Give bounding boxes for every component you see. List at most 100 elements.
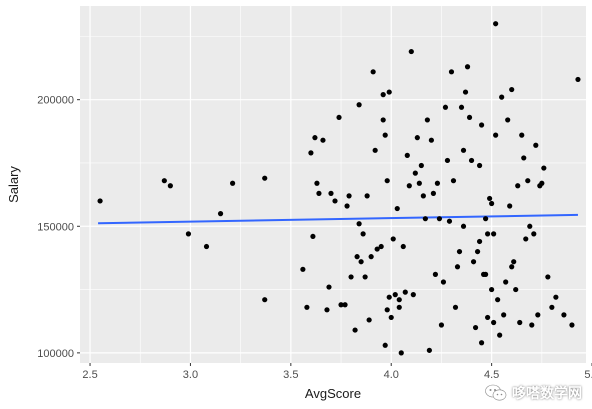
data-point [262,175,268,181]
data-point [308,150,314,156]
data-point [416,180,422,186]
data-point [561,312,567,318]
data-point [569,322,575,328]
data-point [326,284,332,290]
data-point [380,92,386,98]
data-point [352,327,358,333]
data-point [472,324,479,331]
data-point [312,135,318,141]
data-point [493,21,499,27]
major-gridlines [80,6,586,363]
data-point [474,248,481,255]
data-point [338,302,344,308]
data-point [167,183,173,189]
data-point [97,198,103,204]
data-point [483,271,489,277]
data-point [446,218,453,224]
data-point [356,221,362,227]
data-point [509,86,515,93]
data-point [372,147,378,153]
data-point [300,266,306,272]
data-point [434,180,441,186]
data-point [368,254,374,260]
data-point [450,178,457,184]
data-point [466,114,473,121]
data-point [324,307,330,313]
data-point [404,152,410,158]
data-point [161,178,167,184]
y-tick-label: 200000 [37,95,74,107]
data-point [517,319,523,326]
data-point [426,347,432,353]
data-point [336,114,342,121]
data-point [440,279,447,285]
data-point [346,193,352,199]
data-point [525,178,531,184]
data-point [539,180,545,186]
x-tick-label: 4.5 [484,369,499,381]
data-point [344,203,350,209]
data-point [489,200,495,207]
data-point [332,198,338,204]
data-point [348,274,354,280]
data-point [478,122,485,128]
data-point [386,294,392,300]
data-point [452,304,459,310]
data-point [533,142,539,148]
data-point [476,238,483,245]
data-point [575,76,581,83]
data-point [424,117,430,123]
data-point [408,48,414,55]
data-point [414,135,420,141]
data-point [360,231,366,237]
data-point [458,104,465,110]
data-point [418,162,424,169]
x-tick-label: 3.5 [283,369,298,381]
data-point [420,193,426,199]
data-point [262,297,268,303]
data-point [430,190,436,196]
data-point [378,243,384,250]
watermark-text: 哆嗒数学网 [512,386,582,402]
data-point [462,89,469,95]
plot-panel [80,6,586,363]
data-point [487,195,493,202]
data-point [491,231,497,237]
data-point [531,231,537,237]
data-point [491,319,497,326]
data-point [374,246,380,252]
data-point [448,69,455,75]
data-point [438,322,445,328]
data-point [358,259,364,265]
data-point [203,243,210,250]
data-point [495,297,501,303]
data-point [428,137,434,143]
x-tick-label: 4.0 [384,369,399,381]
watermark: 哆嗒数学网 [485,383,582,403]
data-point [356,102,362,108]
data-point [511,259,517,265]
data-point [478,340,485,346]
x-tick-label: 5.0 [584,369,592,381]
data-point [432,271,439,277]
data-point [342,302,348,308]
data-point [382,342,388,348]
y-axis-title: Salary [6,166,21,203]
data-point [523,236,529,242]
data-point [304,304,310,310]
data-point [460,147,467,153]
data-point [553,294,559,300]
data-point [549,304,555,310]
data-point [396,297,402,303]
data-point [398,350,404,356]
data-point [422,216,428,222]
data-point [382,132,388,138]
data-point [485,231,491,237]
data-point [392,292,398,298]
data-point [470,259,477,265]
data-point [485,314,491,321]
data-point [501,312,507,318]
data-point [497,332,503,338]
data-point [394,205,400,212]
